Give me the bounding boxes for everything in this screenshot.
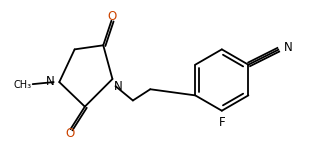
Text: N: N <box>46 75 55 88</box>
Text: N: N <box>113 80 122 93</box>
Text: O: O <box>65 127 75 140</box>
Text: F: F <box>219 116 225 129</box>
Text: CH₃: CH₃ <box>14 80 32 90</box>
Text: O: O <box>107 10 116 23</box>
Text: N: N <box>284 41 292 54</box>
